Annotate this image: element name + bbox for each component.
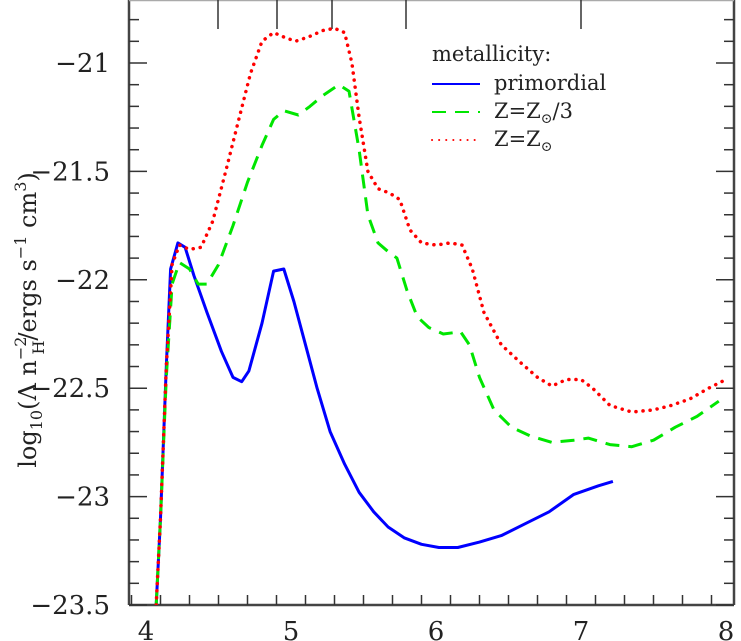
y-tick-label: −22.5	[30, 374, 110, 404]
x-tick-label: 8	[718, 617, 735, 641]
y-tick-label: −22	[55, 266, 110, 296]
y-tick-label: −21.5	[30, 157, 110, 187]
x-tick-label: 6	[428, 617, 445, 641]
legend-label: Z=Z⊙/3	[494, 99, 573, 127]
tick-labels: 4 5 6 7 8 −21 −21.5 −22 −22.5 −23 −23.5	[30, 49, 734, 641]
y-axis-title-text: log10(Λ n−2H/ergs s−1 cm3)	[11, 172, 48, 468]
x-tick-label: 4	[138, 617, 155, 641]
y-tick-label: −23.5	[30, 591, 110, 621]
legend: metallicity: primordial Z=Z⊙/3Z=Z⊙	[431, 42, 606, 155]
series-dotted	[154, 26, 728, 605]
legend-label: Z=Z⊙	[494, 127, 553, 155]
x-tick-label: 7	[573, 617, 590, 641]
x-tick-label: 5	[283, 617, 300, 641]
series-dashed	[154, 83, 720, 605]
y-axis-label: log10(Λ n−2H/ergs s−1 cm3)	[11, 172, 48, 468]
legend-title: metallicity:	[432, 42, 551, 66]
y-axis-title: log10(Λ n−2H/ergs s−1 cm3)	[11, 172, 48, 468]
legend-label: primordial	[494, 71, 606, 95]
series-solid	[154, 241, 614, 605]
y-tick-label: −21	[55, 49, 110, 79]
axes	[127, 0, 736, 607]
data-series	[154, 26, 728, 605]
y-tick-label: −23	[55, 483, 110, 513]
